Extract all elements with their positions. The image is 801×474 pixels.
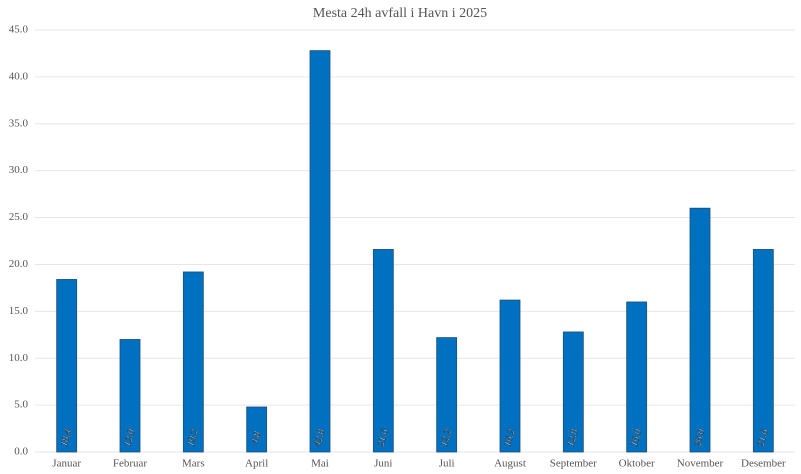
bar [689,207,711,453]
bar [436,337,458,453]
y-tick-label: 40.0 [9,70,29,82]
chart-title: Mesta 24h avfall i Havn i 2025 [313,6,487,21]
x-tick-label: Februar [113,458,148,470]
bar [372,249,394,453]
y-tick-label: 25.0 [9,211,29,223]
x-tick-label: September [550,458,597,470]
value-label: 19.2 [186,428,201,448]
value-label: 21.6 [756,428,771,448]
bar [119,339,141,453]
bar [626,301,648,453]
x-tick-label: April [245,458,268,470]
bar [562,331,584,453]
value-label: 16.0 [629,428,644,448]
bar [182,271,204,453]
value-label: 26.0 [692,428,707,448]
x-tick-label: Oktober [619,458,655,470]
y-tick-label: 45.0 [9,24,29,36]
value-label: 4.8 [250,430,264,445]
x-tick-label: Januar [52,458,81,470]
bar [56,279,78,453]
value-label: 16.2 [502,428,517,448]
x-tick-label: November [677,458,724,470]
x-tick-label: Mars [182,458,205,470]
x-tick-label: August [494,458,526,470]
y-tick-label: 30.0 [9,164,29,176]
value-label: 12.0 [122,428,137,448]
bar [752,249,774,453]
y-tick-label: 20.0 [9,258,29,270]
value-label: 18.4 [59,428,74,448]
y-tick-label: 10.0 [9,352,29,364]
bar [309,50,331,453]
y-tick-label: 0.0 [14,446,28,458]
value-label: 42.8 [312,428,327,448]
x-tick-label: Desember [741,458,786,470]
value-label: 21.6 [376,428,391,448]
bar [499,299,521,453]
x-tick-label: Juli [439,458,455,470]
y-tick-label: 15.0 [9,305,29,317]
y-tick-label: 5.0 [14,399,28,411]
bar [246,406,268,453]
x-tick-label: Juni [374,458,392,470]
value-label: 12.8 [566,428,581,448]
y-tick-label: 35.0 [9,117,29,129]
value-label: 12.2 [439,428,454,448]
x-tick-label: Mai [311,458,329,470]
